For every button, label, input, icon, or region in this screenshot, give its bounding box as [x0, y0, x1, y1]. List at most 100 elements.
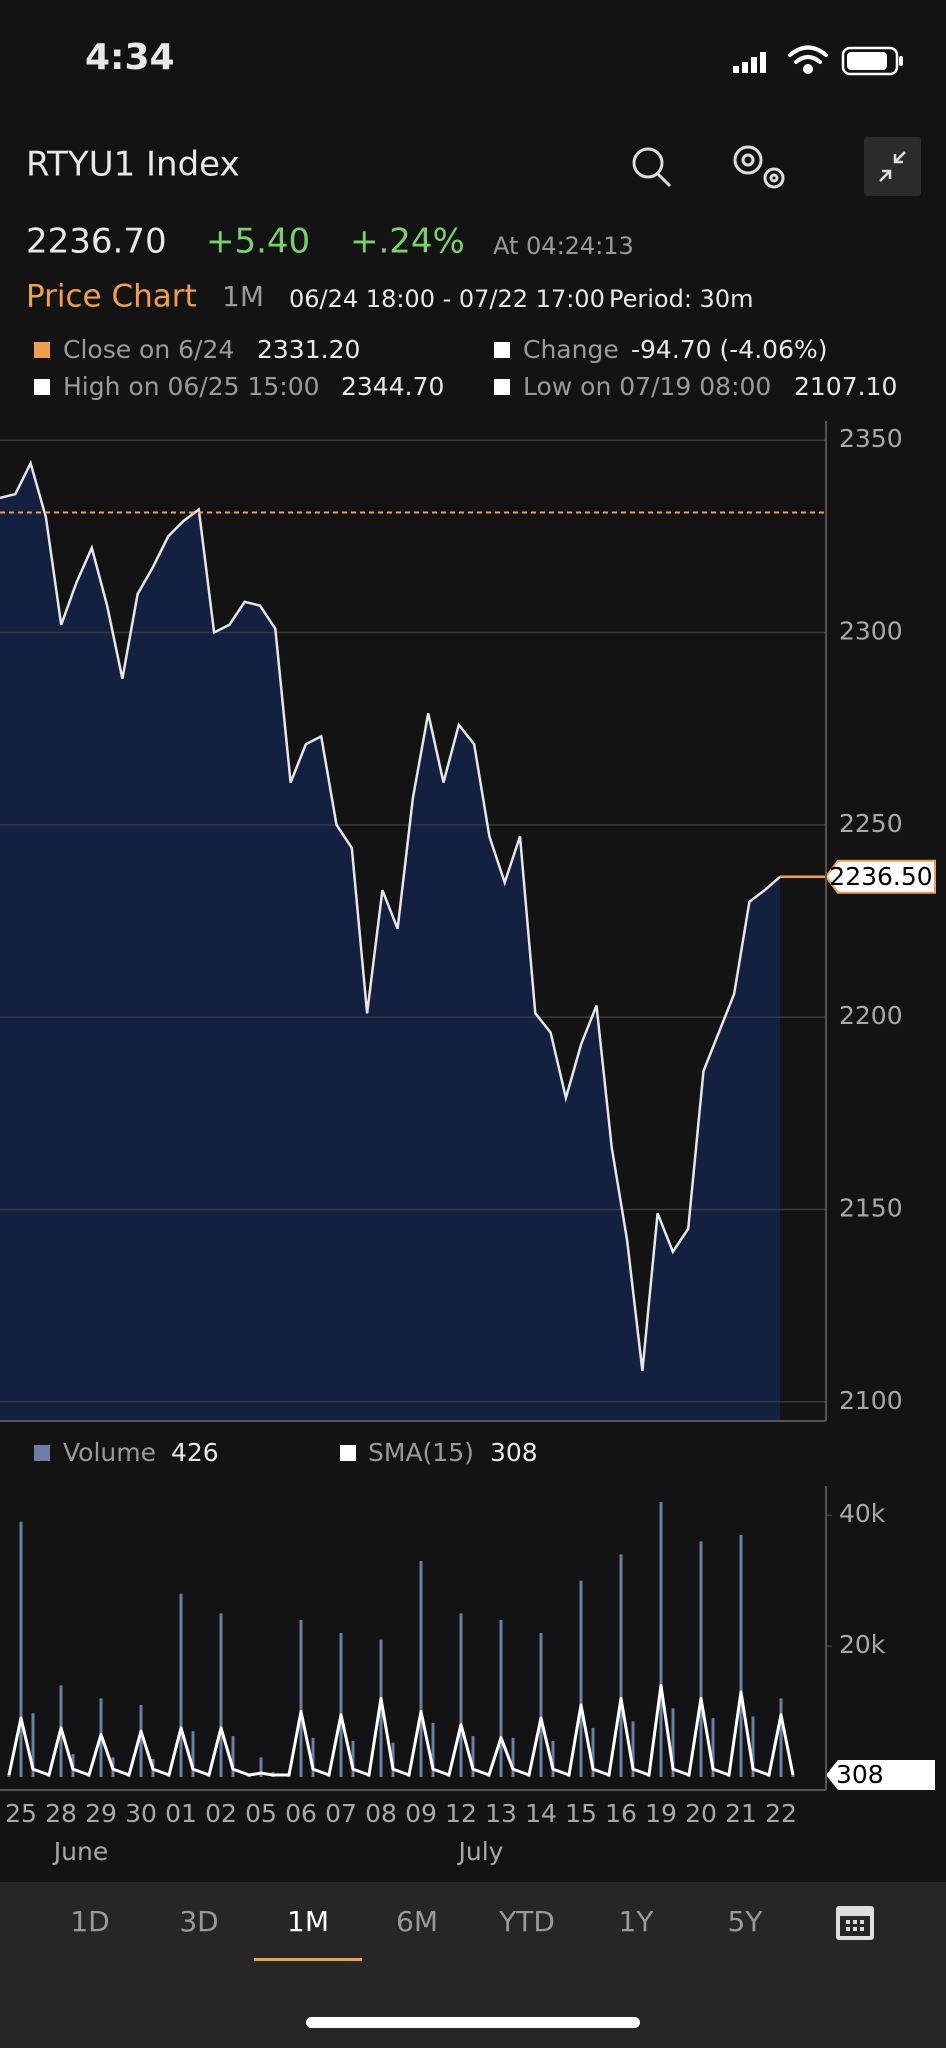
legend-value: 308 — [490, 1438, 538, 1467]
y-tick-label: 2250 — [839, 809, 903, 838]
legend-value: 2331.20 — [257, 335, 360, 364]
volume-bar — [351, 1741, 355, 1777]
volume-bar — [311, 1737, 315, 1777]
volume-bar — [139, 1705, 143, 1777]
search-button[interactable] — [632, 147, 672, 188]
price-line — [0, 459, 781, 1372]
wifi-icon — [788, 45, 828, 74]
legend-swatch — [34, 1445, 50, 1461]
volume-bar — [631, 1721, 635, 1777]
legend-label: SMA(15) — [368, 1438, 474, 1467]
volume-bar — [431, 1723, 435, 1777]
volume-bar — [791, 1774, 795, 1777]
volume-bar — [219, 1613, 223, 1777]
volume-bar — [459, 1613, 463, 1777]
x-tick-label: 15 — [565, 1799, 597, 1828]
volume-bar — [511, 1737, 515, 1777]
x-tick-label: 20 — [685, 1799, 717, 1828]
legend-label: High on 06/25 15:00 — [63, 372, 320, 401]
month-label: July — [457, 1837, 504, 1866]
range-tab[interactable]: 1M — [287, 1905, 329, 1938]
x-tick-label: 05 — [245, 1799, 277, 1828]
volume-bar — [7, 1773, 11, 1777]
collapse-button[interactable] — [864, 137, 921, 196]
x-tick-label: 30 — [125, 1799, 157, 1828]
range-tab[interactable]: YTD — [498, 1905, 555, 1938]
legend-value: 2344.70 — [341, 372, 444, 401]
volume-bar — [471, 1736, 475, 1777]
last-price-box — [824, 859, 936, 894]
chart-range: 1M — [222, 280, 264, 313]
x-tick-label: 13 — [485, 1799, 517, 1828]
active-tab-underline — [254, 1958, 362, 1961]
volume-bar — [779, 1698, 783, 1777]
legend-label: Close on 6/24 — [63, 335, 234, 364]
y-tick-label: 2200 — [839, 1001, 903, 1030]
volume-bar — [671, 1708, 675, 1777]
volume-bar — [579, 1580, 583, 1777]
signal-icon — [733, 52, 766, 73]
legend-value: 2107.10 — [794, 372, 897, 401]
x-tick-label: 21 — [725, 1799, 757, 1828]
x-tick-label: 19 — [645, 1799, 677, 1828]
volume-bar — [339, 1633, 343, 1777]
last-price-label: 2236.50 — [829, 862, 932, 891]
range-tab[interactable]: 6M — [396, 1905, 438, 1938]
range-tab[interactable]: 1Y — [619, 1905, 655, 1938]
x-tick-label: 16 — [605, 1799, 637, 1828]
legend-swatch — [34, 342, 50, 358]
legend-swatch — [494, 342, 510, 358]
settings-button[interactable] — [733, 145, 785, 189]
y-tick-label: 2350 — [839, 424, 903, 453]
y-tick-label: 2150 — [839, 1193, 903, 1222]
quote-time: At 04:24:13 — [493, 232, 634, 260]
volume-bar — [391, 1742, 395, 1777]
volume-bar — [739, 1534, 743, 1777]
x-tick-label: 14 — [525, 1799, 557, 1828]
volume-bar — [591, 1727, 595, 1777]
volume-bar — [499, 1619, 503, 1777]
y-tick-label: 2300 — [839, 617, 903, 646]
home-indicator — [306, 2017, 640, 2028]
volume-bar — [619, 1554, 623, 1777]
x-tick-label: 28 — [45, 1799, 77, 1828]
volume-bar — [419, 1561, 423, 1777]
legend-label: Volume — [63, 1438, 156, 1467]
legend-label: Low on 07/19 08:00 — [523, 372, 771, 401]
legend-swatch — [34, 379, 50, 395]
volume-bar — [539, 1633, 543, 1777]
y-tick-label: 20k — [839, 1630, 886, 1659]
range-tab[interactable]: 5Y — [728, 1905, 764, 1938]
x-tick-label: 22 — [765, 1799, 797, 1828]
volume-bar — [179, 1593, 183, 1777]
sma-label: 308 — [836, 1760, 884, 1789]
volume-bar — [751, 1716, 755, 1777]
x-tick-label: 12 — [445, 1799, 477, 1828]
last-price: 2236.70 — [26, 222, 167, 262]
volume-bar — [711, 1718, 715, 1777]
y-tick-label: 2100 — [839, 1386, 903, 1415]
legend-value: -94.70 (-4.06%) — [631, 335, 827, 364]
legend-value: 426 — [171, 1438, 219, 1467]
volume-bar — [191, 1731, 195, 1777]
volume-bar — [699, 1541, 703, 1777]
calendar-button[interactable] — [836, 1906, 874, 1940]
chart-period: Period: 30m — [609, 285, 753, 313]
volume-bar — [659, 1502, 663, 1777]
y-tick-label: 40k — [839, 1499, 886, 1528]
volume-bar — [31, 1713, 35, 1777]
legend-swatch — [340, 1445, 356, 1461]
security-title: RTYU1 Index — [26, 145, 240, 185]
volume-bar — [231, 1736, 235, 1777]
sma-box — [826, 1759, 935, 1790]
x-tick-label: 25 — [5, 1799, 37, 1828]
volume-bar — [19, 1521, 23, 1777]
net-change: +5.40 — [206, 222, 310, 262]
x-tick-label: 07 — [325, 1799, 357, 1828]
x-tick-label: 01 — [165, 1799, 197, 1828]
range-tab[interactable]: 1D — [70, 1905, 109, 1938]
price-area — [0, 463, 780, 1421]
x-tick-label: 02 — [205, 1799, 237, 1828]
range-tab[interactable]: 3D — [179, 1905, 218, 1938]
